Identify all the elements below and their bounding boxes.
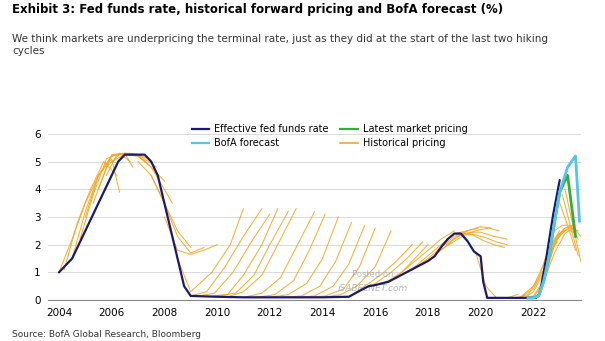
Text: Source: BofA Global Research, Bloomberg: Source: BofA Global Research, Bloomberg (12, 330, 201, 339)
Text: We think markets are underpricing the terminal rate, just as they did at the sta: We think markets are underpricing the te… (12, 34, 548, 56)
Text: Posted on: Posted on (353, 270, 394, 279)
Legend: Effective fed funds rate, BofA forecast, Latest market pricing, Historical prici: Effective fed funds rate, BofA forecast,… (192, 124, 467, 148)
Text: iSABELNET.com: iSABELNET.com (338, 284, 408, 293)
Text: Exhibit 3: Fed funds rate, historical forward pricing and BofA forecast (%): Exhibit 3: Fed funds rate, historical fo… (12, 3, 503, 16)
